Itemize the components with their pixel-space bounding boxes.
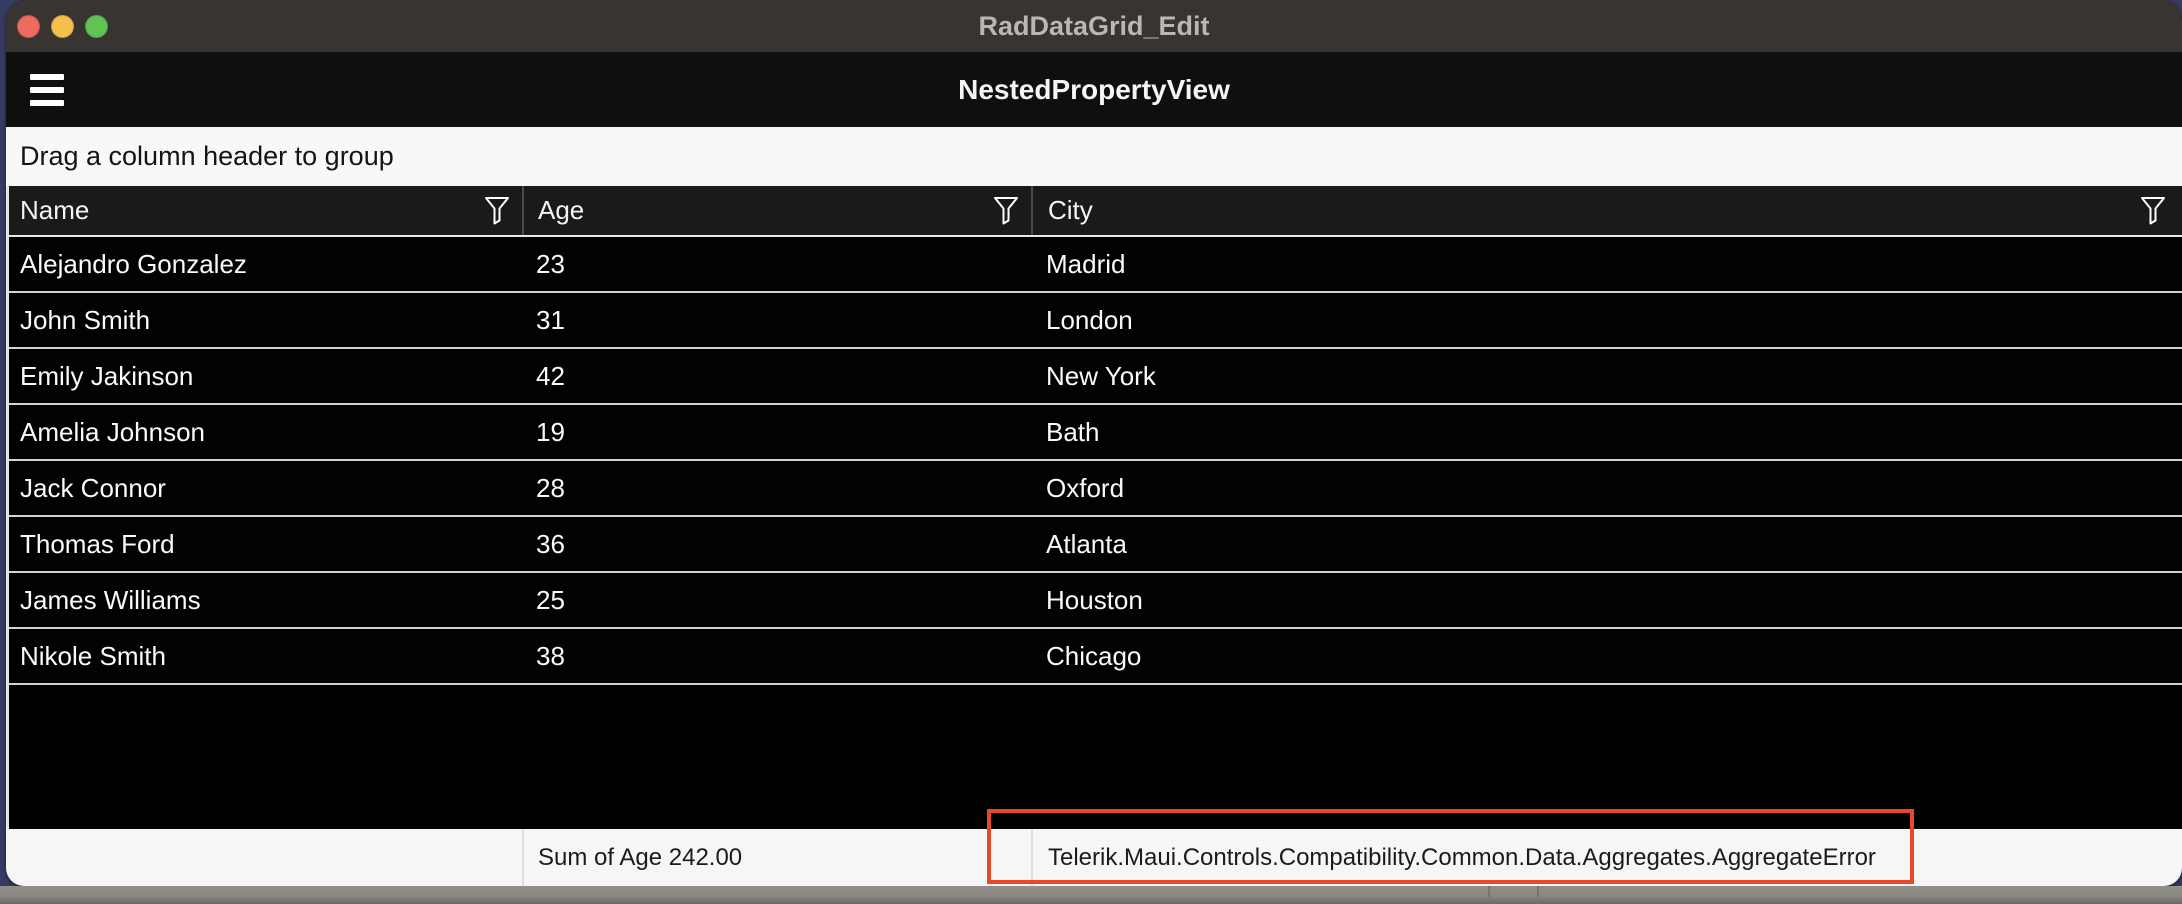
cell-name[interactable]: Nikole Smith [20, 640, 166, 671]
hamburger-bar [30, 87, 64, 93]
cell-age[interactable]: 28 [536, 472, 565, 503]
hamburger-bar [30, 100, 64, 106]
traffic-lights [17, 15, 108, 38]
cell-age[interactable]: 31 [536, 304, 565, 335]
cell-name[interactable]: Jack Connor [20, 472, 166, 503]
table-row[interactable]: John Smith 31 London [6, 293, 2182, 349]
hamburger-menu-icon[interactable] [30, 74, 64, 106]
cell-name[interactable]: Thomas Ford [20, 528, 175, 559]
cell-age[interactable]: 23 [536, 248, 565, 279]
footer-cell-age-aggregate: Sum of Age 242.00 [522, 829, 1031, 886]
cell-city[interactable]: New York [1046, 360, 1156, 391]
band-tick [1488, 886, 1490, 897]
desktop-band [0, 886, 2182, 904]
column-header-label: City [1048, 195, 1093, 225]
window-titlebar[interactable]: RadDataGrid_Edit [6, 0, 2182, 52]
column-header-name[interactable]: Name [6, 186, 522, 235]
window-title: RadDataGrid_Edit [978, 11, 1210, 41]
app-bar: NestedPropertyView [6, 52, 2182, 127]
filter-funnel-icon[interactable] [993, 196, 1019, 226]
cell-city[interactable]: Atlanta [1046, 528, 1127, 559]
group-drop-area: Drag a column header to group [6, 127, 2182, 186]
filter-funnel-icon[interactable] [484, 196, 510, 226]
cell-name[interactable]: Amelia Johnson [20, 416, 205, 447]
table-row[interactable]: Nikole Smith 38 Chicago [6, 629, 2182, 685]
table-row[interactable]: Amelia Johnson 19 Bath [6, 405, 2182, 461]
empty-grid-area [6, 685, 2182, 829]
cell-city[interactable]: Houston [1046, 584, 1143, 615]
cell-city[interactable]: London [1046, 304, 1133, 335]
cell-age[interactable]: 19 [536, 416, 565, 447]
column-header-label: Name [20, 195, 90, 225]
table-row[interactable]: Alejandro Gonzalez 23 Madrid [6, 237, 2182, 293]
cell-city[interactable]: Oxford [1046, 472, 1125, 503]
table-row[interactable]: Emily Jakinson 42 New York [6, 349, 2182, 405]
cell-age[interactable]: 42 [536, 360, 565, 391]
column-header-age[interactable]: Age [522, 186, 1031, 235]
cell-city[interactable]: Chicago [1046, 640, 1142, 671]
band-tick [1537, 886, 1539, 897]
column-header-label: Age [538, 195, 585, 225]
filter-funnel-icon[interactable] [2140, 196, 2166, 226]
cell-age[interactable]: 38 [536, 640, 565, 671]
column-header-city[interactable]: City [1031, 186, 2182, 235]
app-window: RadDataGrid_Edit NestedPropertyView Drag… [6, 0, 2182, 886]
aggregates-footer-row: Sum of Age 242.00 Telerik.Maui.Controls.… [6, 829, 2182, 886]
cell-name[interactable]: Alejandro Gonzalez [20, 248, 247, 279]
table-row[interactable]: James Williams 25 Houston [6, 573, 2182, 629]
close-button[interactable] [17, 15, 40, 38]
zoom-button[interactable] [85, 15, 108, 38]
cell-name[interactable]: John Smith [20, 304, 151, 335]
cell-city[interactable]: Madrid [1046, 248, 1126, 279]
minimize-button[interactable] [51, 15, 74, 38]
group-hint-label: Drag a column header to group [20, 141, 394, 171]
column-header-row: Name Age City [6, 186, 2182, 237]
footer-cell-name [6, 829, 522, 886]
cell-age[interactable]: 25 [536, 584, 565, 615]
table-row[interactable]: Thomas Ford 36 Atlanta [6, 517, 2182, 573]
table-row[interactable]: Jack Connor 28 Oxford [6, 461, 2182, 517]
hamburger-bar [30, 74, 64, 80]
cell-age[interactable]: 36 [536, 528, 565, 559]
cell-name[interactable]: Emily Jakinson [20, 360, 194, 391]
grid-left-edge [6, 186, 9, 829]
page-title: NestedPropertyView [958, 74, 1230, 105]
cell-name[interactable]: James Williams [20, 584, 201, 615]
footer-cell-city-aggregate: Telerik.Maui.Controls.Compatibility.Comm… [1031, 829, 2182, 886]
cell-city[interactable]: Bath [1046, 416, 1100, 447]
